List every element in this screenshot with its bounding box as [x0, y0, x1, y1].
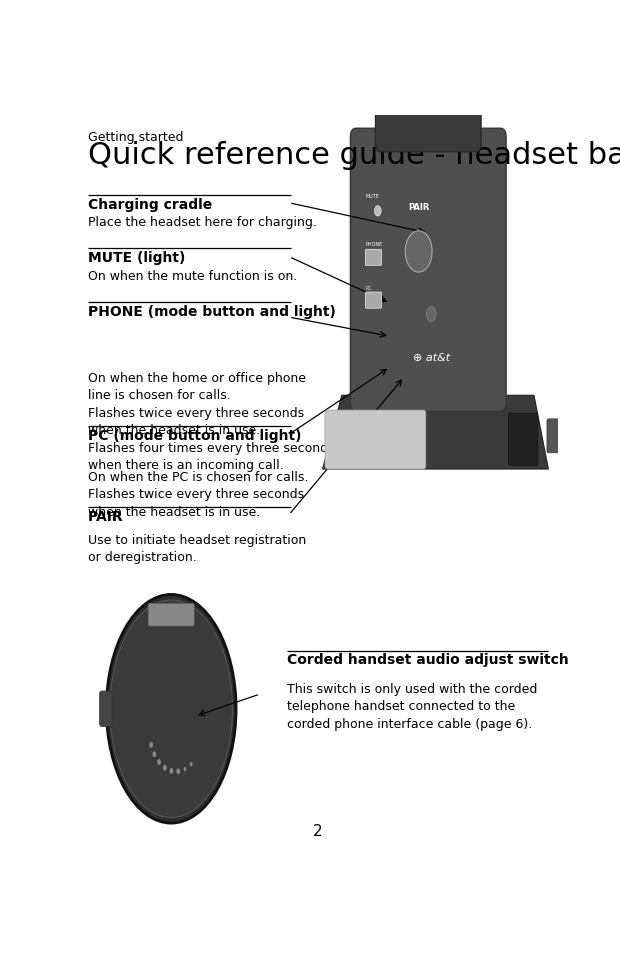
- Text: ⊕ at&t: ⊕ at&t: [412, 354, 450, 363]
- Text: MUTE: MUTE: [366, 194, 379, 198]
- FancyBboxPatch shape: [365, 249, 382, 265]
- Circle shape: [176, 768, 180, 774]
- Circle shape: [163, 764, 167, 770]
- FancyBboxPatch shape: [404, 59, 453, 89]
- Text: On when the PC is chosen for calls.
Flashes twice every three seconds
when the h: On when the PC is chosen for calls. Flas…: [88, 470, 308, 518]
- FancyBboxPatch shape: [100, 691, 112, 726]
- FancyBboxPatch shape: [446, 46, 480, 99]
- Circle shape: [190, 762, 193, 766]
- Ellipse shape: [110, 600, 232, 817]
- Text: PHONE (mode button and light): PHONE (mode button and light): [88, 306, 336, 319]
- Text: Place the headset here for charging.: Place the headset here for charging.: [88, 216, 317, 229]
- Circle shape: [149, 741, 153, 748]
- Circle shape: [184, 766, 187, 771]
- Text: PC: PC: [366, 285, 372, 291]
- FancyBboxPatch shape: [376, 79, 481, 152]
- Text: 2: 2: [313, 824, 322, 839]
- Text: PHONE: PHONE: [366, 241, 383, 246]
- Circle shape: [157, 759, 161, 764]
- Circle shape: [374, 206, 381, 216]
- FancyBboxPatch shape: [325, 410, 426, 469]
- Text: This switch is only used with the corded
telephone handset connected to the
cord: This switch is only used with the corded…: [286, 683, 537, 731]
- Text: Getting started: Getting started: [88, 131, 184, 145]
- Ellipse shape: [107, 594, 236, 823]
- Text: Quick reference guide - headset base: Quick reference guide - headset base: [88, 141, 620, 170]
- Text: Use to initiate headset registration
or deregistration.: Use to initiate headset registration or …: [88, 534, 306, 564]
- FancyBboxPatch shape: [350, 128, 506, 412]
- Polygon shape: [322, 396, 548, 469]
- FancyBboxPatch shape: [508, 413, 538, 466]
- FancyBboxPatch shape: [376, 46, 410, 99]
- Circle shape: [169, 768, 174, 774]
- FancyBboxPatch shape: [547, 419, 559, 453]
- Text: MUTE (light): MUTE (light): [88, 251, 185, 265]
- Text: On when the home or office phone
line is chosen for calls.
Flashes twice every t: On when the home or office phone line is…: [88, 372, 335, 472]
- Circle shape: [405, 231, 432, 272]
- Text: PC (mode button and light): PC (mode button and light): [88, 429, 301, 444]
- Text: Charging cradle: Charging cradle: [88, 197, 212, 212]
- Text: PAIR: PAIR: [88, 510, 124, 524]
- Circle shape: [427, 307, 436, 322]
- Circle shape: [153, 751, 156, 757]
- Text: Corded handset audio adjust switch: Corded handset audio adjust switch: [286, 653, 569, 668]
- Text: PAIR: PAIR: [408, 203, 429, 212]
- FancyBboxPatch shape: [148, 604, 194, 627]
- Text: On when the mute function is on.: On when the mute function is on.: [88, 270, 298, 283]
- FancyBboxPatch shape: [365, 292, 382, 308]
